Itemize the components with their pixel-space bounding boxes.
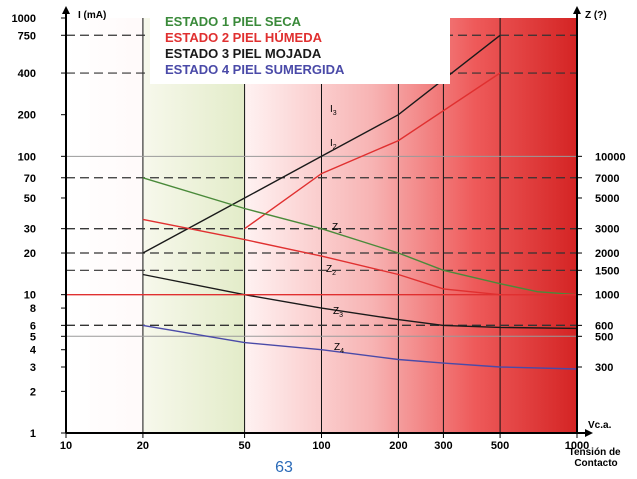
curve-label-z3: Z3 <box>333 306 343 319</box>
series <box>66 34 578 370</box>
y-right-tick-10000: 10000 <box>595 151 626 163</box>
page-number: 63 <box>275 459 293 476</box>
series-z1 <box>142 177 578 296</box>
y-left-tick-400: 400 <box>18 68 36 80</box>
curve-label-z1: Z1 <box>332 222 342 235</box>
x-axis-arrow <box>585 429 593 437</box>
legend-entry-2: ESTADO 2 PIEL HÚMEDA <box>165 30 323 45</box>
y-axis-right-arrow <box>573 6 581 14</box>
curve-labels: I3 I2 Z1 Z2 Z3 Z4 <box>326 104 344 355</box>
y-left-tick-5: 5 <box>30 331 36 343</box>
x-tick-500: 500 <box>491 440 509 452</box>
series-i2 <box>244 72 501 230</box>
y-right-tick-500: 500 <box>595 331 613 343</box>
y-left-tick-2: 2 <box>30 386 36 398</box>
legend-entry-3: ESTADO 3 PIEL MOJADA <box>165 46 322 61</box>
x-tick-300: 300 <box>434 440 452 452</box>
y-left-tick-70: 70 <box>24 173 36 185</box>
y-left-tick-4: 4 <box>30 345 37 357</box>
y-right-tick-2000: 2000 <box>595 248 619 260</box>
x-tick-1000: 1000 <box>565 440 589 452</box>
y-left-tick-20: 20 <box>24 248 36 260</box>
x-tick-100: 100 <box>312 440 330 452</box>
y-right-tick-600: 600 <box>595 320 613 332</box>
legend-entry-4: ESTADO 4 PIEL SUMERGIDA <box>165 62 345 77</box>
y-left-tick-50: 50 <box>24 193 36 205</box>
y-left-tick-1: 1 <box>30 428 36 440</box>
series-z4 <box>142 324 578 370</box>
x-tick-200: 200 <box>389 440 407 452</box>
legend-box <box>150 10 450 84</box>
x-tick-50: 50 <box>238 440 250 452</box>
x-axis-unit: Vc.a. <box>588 420 612 431</box>
y-right-tick-7000: 7000 <box>595 173 619 185</box>
y-left-tick-1000: 1000 <box>12 13 36 25</box>
y-left-tick-8: 8 <box>30 303 36 315</box>
y-left-tick-3: 3 <box>30 362 36 374</box>
axes <box>62 6 593 437</box>
y-right-tick-3000: 3000 <box>595 224 619 236</box>
y-left-tick-30: 30 <box>24 224 36 236</box>
y-left-tick-6: 6 <box>30 320 36 332</box>
y-right-tick-5000: 5000 <box>595 193 619 205</box>
curve-label-i2: I2 <box>330 138 337 151</box>
y-axis-right-title: Z (?) <box>585 10 607 21</box>
y-right-tick-1000: 1000 <box>595 290 619 302</box>
series-i3 <box>142 34 501 254</box>
x-tick-20: 20 <box>137 440 149 452</box>
curve-label-z4: Z4 <box>334 342 344 355</box>
curve-label-z2: Z2 <box>326 264 336 277</box>
y-axis-left-title: I (mA) <box>78 10 106 21</box>
curve-label-i3: I3 <box>330 104 337 117</box>
y-right-tick-300: 300 <box>595 362 613 374</box>
y-left-tick-10: 10 <box>24 290 36 302</box>
tick-labels: 1000750400200100705030201086543211000070… <box>12 13 626 452</box>
y-left-tick-100: 100 <box>18 151 36 163</box>
y-left-tick-750: 750 <box>18 30 36 42</box>
y-right-tick-1500: 1500 <box>595 265 619 277</box>
x-axis-title: Tensión de Contacto <box>569 447 624 469</box>
legend-entry-1: ESTADO 1 PIEL SECA <box>165 14 302 29</box>
x-tick-10: 10 <box>60 440 72 452</box>
y-left-tick-200: 200 <box>18 110 36 122</box>
y-axis-left-arrow <box>62 6 70 14</box>
